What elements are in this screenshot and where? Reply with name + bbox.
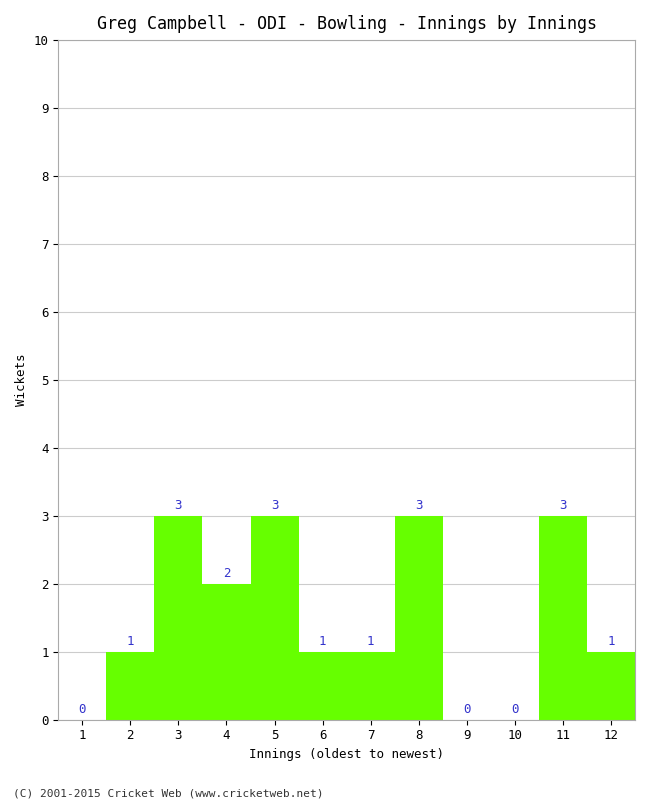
Bar bbox=[395, 516, 443, 720]
Bar bbox=[539, 516, 587, 720]
Text: 1: 1 bbox=[319, 635, 326, 648]
Title: Greg Campbell - ODI - Bowling - Innings by Innings: Greg Campbell - ODI - Bowling - Innings … bbox=[97, 15, 597, 33]
Bar bbox=[202, 584, 250, 720]
Text: 0: 0 bbox=[511, 703, 519, 716]
Bar bbox=[346, 652, 395, 720]
Text: 3: 3 bbox=[415, 499, 422, 513]
X-axis label: Innings (oldest to newest): Innings (oldest to newest) bbox=[249, 748, 444, 761]
Text: 3: 3 bbox=[175, 499, 182, 513]
Bar bbox=[298, 652, 346, 720]
Text: 0: 0 bbox=[463, 703, 471, 716]
Text: (C) 2001-2015 Cricket Web (www.cricketweb.net): (C) 2001-2015 Cricket Web (www.cricketwe… bbox=[13, 788, 324, 798]
Bar bbox=[587, 652, 635, 720]
Text: 1: 1 bbox=[367, 635, 374, 648]
Text: 1: 1 bbox=[127, 635, 134, 648]
Text: 3: 3 bbox=[559, 499, 567, 513]
Bar bbox=[155, 516, 202, 720]
Text: 1: 1 bbox=[607, 635, 615, 648]
Text: 0: 0 bbox=[79, 703, 86, 716]
Bar bbox=[107, 652, 155, 720]
Y-axis label: Wickets: Wickets bbox=[15, 354, 28, 406]
Bar bbox=[250, 516, 298, 720]
Text: 3: 3 bbox=[271, 499, 278, 513]
Text: 2: 2 bbox=[223, 567, 230, 581]
